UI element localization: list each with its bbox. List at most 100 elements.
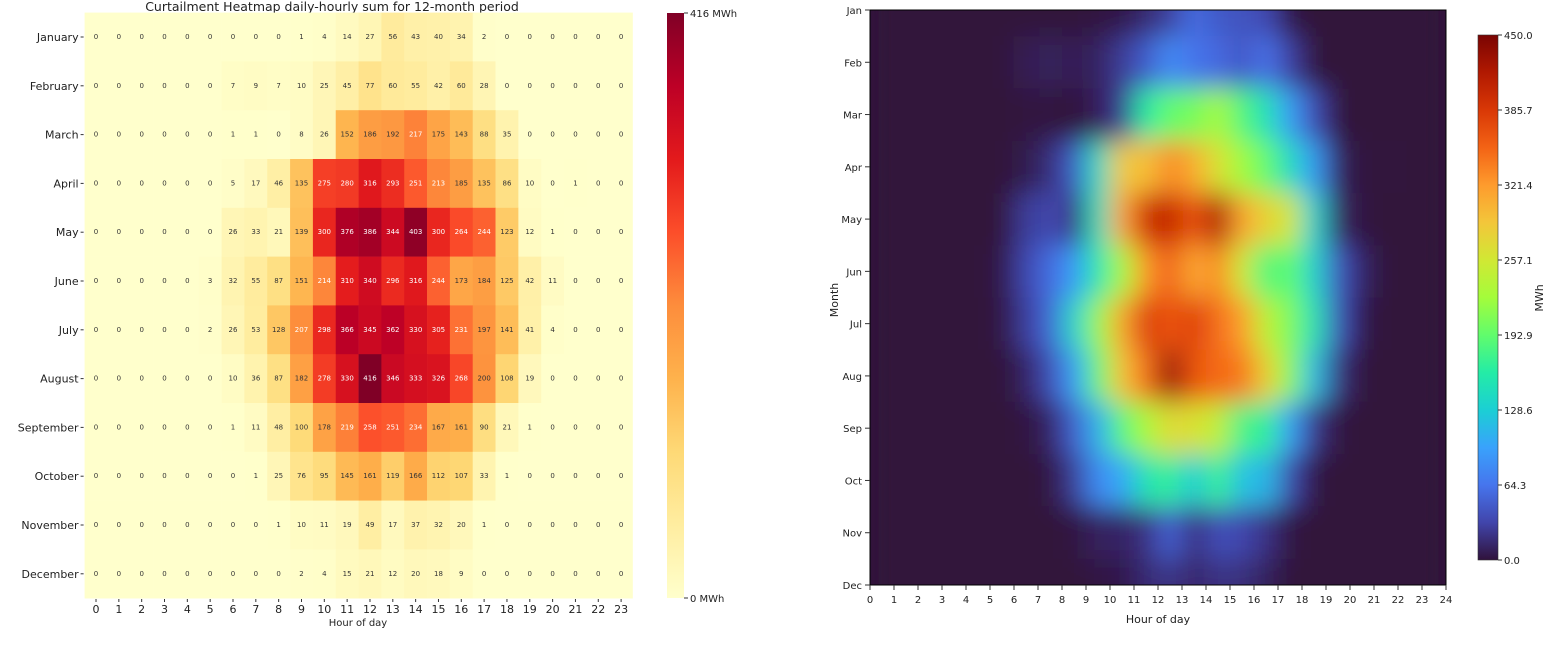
heatmap-cell: 234 (404, 403, 428, 453)
contour-field-cell (1038, 402, 1063, 456)
heatmap-cell: 0 (495, 61, 519, 111)
heatmap-cell: 362 (381, 305, 405, 355)
heatmap-cell: 9 (244, 61, 268, 111)
heatmap-cell-rect (564, 159, 588, 209)
heatmap-cell-label: 166 (409, 472, 423, 480)
contour-field-cell (1278, 402, 1303, 456)
contour-field-cell (1422, 10, 1446, 38)
heatmap-cell: 0 (107, 451, 131, 501)
contour-field-cell (1374, 140, 1399, 194)
contour-field-cell (1278, 36, 1303, 90)
heatmap-cell-rect (175, 451, 200, 501)
heatmap-cell: 0 (564, 403, 588, 453)
heatmap-cell-label: 21 (502, 423, 511, 431)
heatmap-cell-rect (312, 61, 337, 111)
contour-field-cell (966, 506, 991, 560)
heatmap-cell-rect (290, 207, 314, 257)
heatmap-cell-label: 5 (231, 179, 235, 187)
heatmap-cell-label: 386 (363, 228, 377, 236)
heatmap-cell: 0 (153, 12, 177, 62)
heatmap-cell-label: 0 (596, 33, 600, 41)
contour-field-cell (1350, 10, 1375, 38)
contour-field-cell (1038, 245, 1063, 299)
contour-field-cell (894, 192, 919, 247)
heatmap-cell-label: 0 (208, 375, 212, 383)
contour-field-cell (1254, 88, 1279, 142)
heatmap-cell-label: 0 (162, 472, 166, 480)
contour-field-cell (1182, 454, 1207, 508)
contour-field-cell (1038, 88, 1063, 142)
heatmap-cell: 19 (335, 500, 359, 550)
heatmap-cell: 42 (427, 61, 451, 111)
heatmap-cell-label: 0 (596, 521, 600, 529)
heatmap-cell-rect (221, 354, 245, 404)
heatmap-cell: 10 (290, 61, 314, 111)
contour-field-cell (1326, 88, 1351, 142)
heatmap-cell: 231 (449, 305, 474, 355)
heatmap-cell-rect (404, 110, 428, 160)
heatmap-cell: 0 (609, 549, 633, 599)
contour-field-cell (966, 297, 991, 351)
heatmap-cell: 26 (312, 110, 337, 160)
heatmap-month-label: May (56, 226, 79, 239)
heatmap-cell: 0 (586, 12, 610, 62)
heatmap-cell-rect (586, 207, 610, 257)
heatmap-hour-label: 7 (252, 603, 259, 616)
heatmap-cell-rect (290, 403, 314, 453)
heatmap-cell-rect (518, 354, 542, 404)
heatmap-cell-rect (404, 549, 428, 599)
heatmap-cell: 200 (472, 354, 496, 404)
heatmap-cell: 135 (290, 159, 314, 209)
heatmap-cell-label: 207 (295, 326, 308, 334)
heatmap-cell: 0 (541, 549, 565, 599)
heatmap-cell-label: 0 (117, 375, 121, 383)
heatmap-cell-label: 0 (185, 228, 189, 236)
heatmap-cell-rect (130, 403, 154, 453)
heatmap-cell-rect (153, 403, 177, 453)
heatmap-cell: 330 (335, 354, 359, 404)
contour-field-cell (1422, 140, 1446, 194)
heatmap-cell: 8 (290, 110, 314, 160)
heatmap-cell-label: 0 (185, 423, 189, 431)
heatmap-cell-rect (244, 549, 268, 599)
heatmap-cell: 0 (130, 549, 154, 599)
heatmap-cell-label: 268 (455, 375, 468, 383)
contour-field-cell (1254, 297, 1279, 351)
heatmap-cell-label: 0 (276, 33, 280, 41)
heatmap-cell-label: 34 (457, 33, 466, 41)
heatmap-cell-label: 0 (573, 326, 577, 334)
heatmap-cell-label: 2 (208, 326, 212, 334)
heatmap-cell-label: 300 (318, 228, 331, 236)
heatmap-cell: 0 (198, 12, 222, 62)
contour-field-cell (1302, 36, 1327, 90)
heatmap-cell-label: 231 (455, 326, 468, 334)
heatmap-cell-rect (153, 159, 177, 209)
heatmap-cell-label: 15 (343, 570, 352, 578)
heatmap-cell-rect (586, 12, 610, 62)
heatmap-cell: 217 (404, 110, 428, 160)
contour-colorbar-tick-label: 257.1 (1504, 256, 1533, 267)
heatmap-colorbar (667, 13, 684, 598)
heatmap-cell-rect (449, 451, 474, 501)
heatmap-cell-rect (84, 549, 108, 599)
heatmap-cell: 296 (381, 256, 405, 306)
contour-field-cell (990, 245, 1015, 299)
contour-field-cell (1062, 36, 1087, 90)
heatmap-cell-rect (244, 12, 268, 62)
heatmap-cell-rect (84, 354, 108, 404)
heatmap-cell-rect (107, 159, 131, 209)
heatmap-cell-label: 0 (550, 33, 554, 41)
contour-field-cell (966, 192, 991, 247)
heatmap-cell: 0 (175, 110, 200, 160)
heatmap-cell-label: 1 (276, 521, 280, 529)
heatmap-cell-label: 275 (318, 179, 331, 187)
heatmap-cell: 33 (244, 207, 268, 257)
contour-field-cell (1326, 558, 1351, 585)
heatmap-hour-label: 15 (431, 603, 445, 616)
heatmap-cell-rect (130, 549, 154, 599)
contour-field-cell (990, 506, 1015, 560)
heatmap-cell-rect (495, 159, 519, 209)
heatmap-month-label: February (30, 80, 79, 93)
contour-field-cell (1182, 140, 1207, 194)
contour-field-cell (1254, 192, 1279, 247)
